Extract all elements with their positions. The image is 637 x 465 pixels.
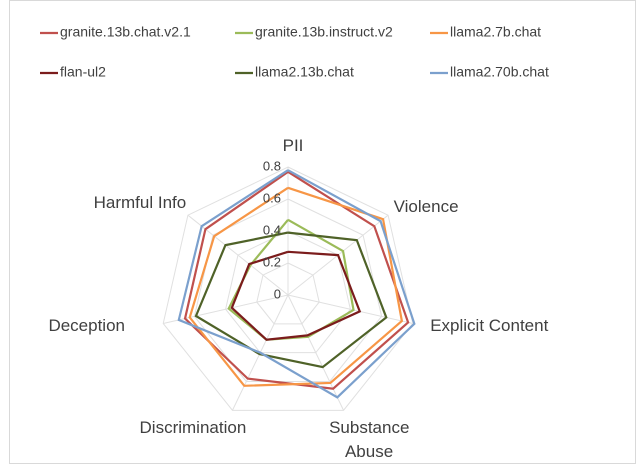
series-line [183, 170, 410, 390]
series-line [230, 250, 362, 341]
category-label: Discrimination [139, 417, 247, 437]
legend-label: llama2.70b.chat [450, 64, 549, 80]
grid-ring [162, 166, 414, 411]
category-label: Harmful Info [93, 193, 187, 213]
tick-label: 0.6 [263, 190, 281, 205]
legend-label: granite.13b.chat.v2.1 [60, 24, 191, 40]
grid-ring [225, 230, 351, 354]
grid-ring [256, 262, 320, 325]
series-line [194, 231, 388, 369]
spoke [287, 294, 413, 324]
legend-label: llama2.13b.chat [255, 64, 354, 80]
tick-label: 0 [274, 286, 281, 301]
category-label: Deception [48, 316, 125, 336]
legend-label: granite.13b.instruct.v2 [255, 24, 393, 40]
tick-label: 0.4 [263, 222, 281, 237]
series-line [177, 169, 416, 399]
legend-label: llama2.7b.chat [450, 24, 541, 40]
legend-label: flan-ul2 [60, 64, 106, 80]
category-label: Explicit Content [430, 316, 549, 336]
chart-border [9, 0, 636, 464]
category-label: Substance Abuse [329, 417, 410, 461]
tick-label: 0.2 [263, 254, 281, 269]
spoke [287, 294, 344, 411]
category-label: PII [282, 136, 304, 156]
category-label: Violence [393, 197, 459, 217]
tick-label: 0.8 [263, 158, 281, 173]
